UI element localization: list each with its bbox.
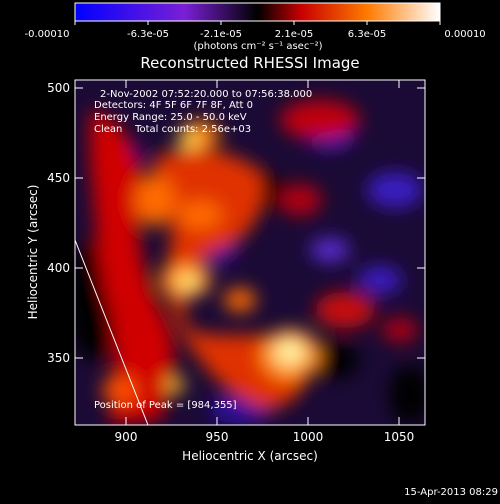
image-area [75,80,425,425]
y-tick-label: 500 [47,81,70,95]
y-tick-label: 350 [47,351,70,365]
x-tick-label: 950 [206,430,229,444]
annotation-time-range: 2-Nov-2002 07:52:20.000 to 07:56:38.000 [100,89,312,100]
annotation-energy-range: Energy Range: 25.0 - 50.0 keV [94,112,247,123]
x-axis-label: Heliocentric X (arcsec) [182,449,318,463]
colorbar-tick-label: 0.00010 [444,29,485,40]
footer-timestamp: 15-Apr-2013 08:29 [404,487,498,498]
colorbar-tick-label: -6.3e-05 [127,29,169,40]
annotation-total-counts: Clean Total counts: 2.56e+03 [94,124,251,135]
x-tick-label: 1000 [293,430,324,444]
colorbar-tick-label: 2.1e-05 [275,29,313,40]
chart-title: Reconstructed RHESSI Image [140,54,359,72]
colorbar [74,2,441,22]
x-tick-label: 1050 [384,430,415,444]
y-tick-label: 400 [47,261,70,275]
axis-ticks [75,80,425,425]
colorbar-tick-label: 6.3e-05 [348,29,386,40]
x-tick-label: 900 [115,430,138,444]
colorbar-tick-label: -2.1e-05 [200,29,242,40]
solar-limb-line [75,239,149,425]
colorbar-unit-label: (photons cm⁻² s⁻¹ asec⁻²) [193,41,322,52]
emission-map [75,100,425,425]
colorbar-ticks [74,21,441,25]
y-axis-label: Heliocentric Y (arcsec) [26,185,40,320]
annotation-peak-position: Position of Peak = [984,355] [94,400,237,411]
annotation-detectors: Detectors: 4F 5F 6F 7F 8F, Att 0 [94,100,253,111]
plot-frame [74,79,426,426]
colorbar-tick-label: -0.00010 [25,29,70,40]
y-tick-label: 450 [47,171,70,185]
